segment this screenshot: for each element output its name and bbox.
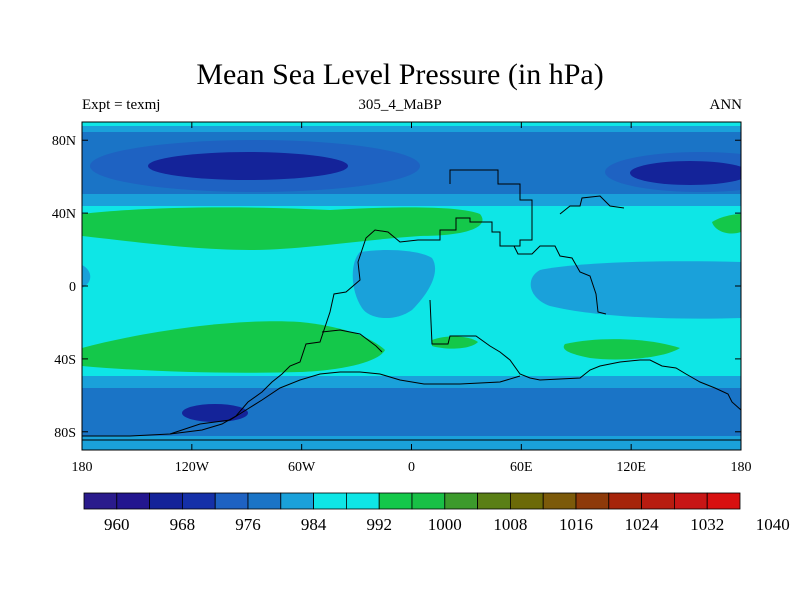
x-tick-label: 60E [510,460,533,475]
colorbar-swatch [575,492,610,510]
equatorial-low-west [352,250,436,319]
colorbar-swatch [509,492,544,510]
field-north-polar-band [82,126,741,132]
equatorial-low-east [530,261,741,319]
south-subtropical-high-east [563,339,680,360]
colorbar-swatch [542,492,577,510]
continent-central-outline [500,245,607,315]
colorbar-swatch [641,492,675,510]
colorbar-swatch [247,492,282,510]
continent-northeast-outline [559,195,625,215]
period-label: 305_4_MaBP [358,97,442,113]
south-subtropical-high-central [432,336,478,349]
colorbar-label: 976 [235,515,261,534]
colorbar-swatch [706,492,741,510]
y-tick-label: 40N [52,207,76,222]
colorbar-label: 1000 [428,515,462,534]
x-tick-label: 120W [175,460,210,475]
colorbar-label: 1016 [559,515,593,534]
y-tick-label: 80S [54,426,76,441]
colorbar-swatch [444,492,478,510]
colorbar-label: 992 [366,515,392,534]
y-tick-label: 80N [52,134,76,149]
contour-fill [82,122,741,450]
colorbar-label: 1024 [625,515,660,534]
colorbar-label: 1040 [756,515,790,534]
x-tick-label: 180 [72,460,93,475]
north-subtropical-high-east [712,214,741,234]
south-subtropical-high-west [82,321,385,373]
south-low-core [182,404,248,422]
north-subtropical-high-west [82,207,483,250]
axis-ticks: 180 120W 60W 0 60E 120E 180 80N 40N 0 40S 80S [52,122,752,475]
colorbar-swatch [378,492,413,510]
colorbar-swatch [116,492,151,510]
x-tick-label: 0 [408,460,415,475]
north-low-east-core [630,161,741,185]
season-label: ANN [709,97,743,113]
continent-southwest-inner-outline [321,329,383,353]
colorbar-swatch [83,492,118,510]
colorbar-swatch [608,492,642,510]
continent-north-outline [82,169,533,437]
colorbar: 960 968 976 984 992 1000 1008 1016 1024 1032 1040 [83,492,790,534]
field-south-mid-band [82,376,741,390]
colorbar-label: 984 [301,515,327,534]
y-tick-label: 40S [54,353,76,368]
north-low-core [148,152,348,180]
colorbar-label: 960 [104,515,130,534]
x-tick-label: 120E [616,460,646,475]
colorbar-swatch [345,492,380,510]
colorbar-swatch [214,492,249,510]
colorbar-swatch [411,492,446,510]
field-north-mid-band [82,194,741,208]
x-tick-label: 180 [731,460,752,475]
x-tick-label: 60W [288,460,316,475]
colorbar-swatch [280,492,314,510]
y-tick-label: 0 [69,280,76,295]
colorbar-swatch [477,492,511,510]
colorbar-swatch [181,492,216,510]
colorbar-label: 1032 [690,515,724,534]
colorbar-swatch [149,492,183,510]
continent-south-outline [169,371,521,435]
equatorial-low-edge [82,265,91,288]
continent-outlines [82,169,742,441]
colorbar-swatch [674,492,708,510]
chart-title: Mean Sea Level Pressure (in hPa) [196,58,604,91]
continent-east-outline [429,299,742,411]
experiment-label: Expt = texmj [82,97,161,113]
colorbar-label: 1008 [493,515,527,534]
colorbar-label: 968 [170,515,196,534]
colorbar-swatch [313,492,347,510]
